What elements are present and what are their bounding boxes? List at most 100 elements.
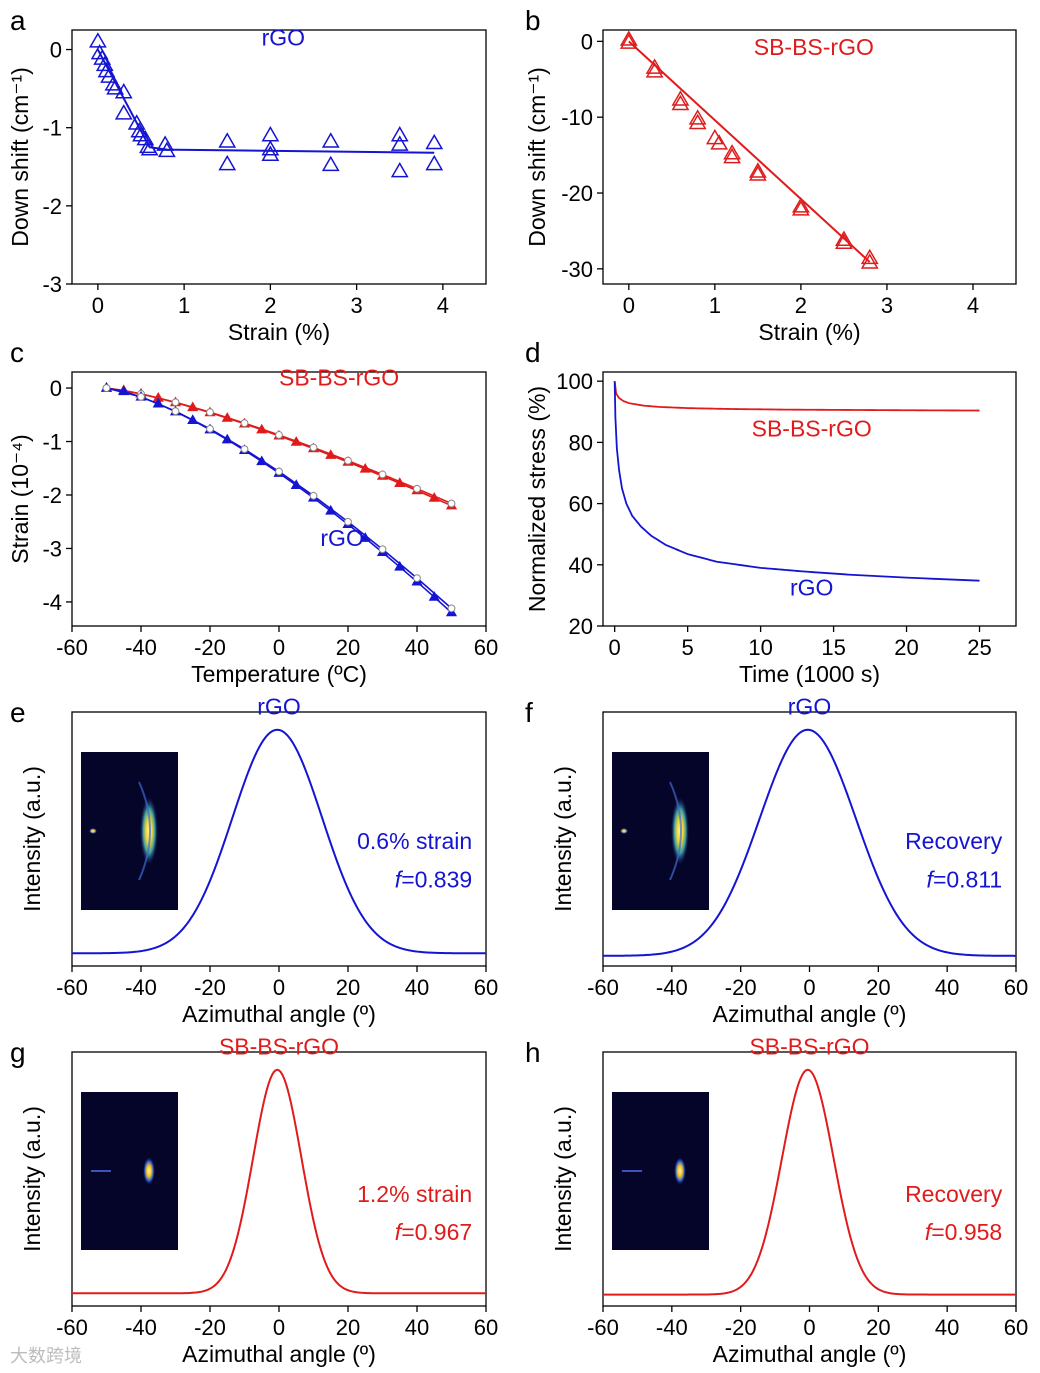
panel-letter-f: f: [525, 697, 533, 728]
y-tick-label: 40: [569, 553, 593, 578]
x-tick-label: -60: [587, 975, 619, 1000]
saxs-spot: [674, 1157, 686, 1185]
x-tick-label: 60: [474, 1315, 498, 1340]
x-tick-label: 10: [748, 635, 772, 660]
x-axis-label: Azimuthal angle (º): [713, 1001, 907, 1027]
annotation-label: Recovery: [905, 1181, 1003, 1207]
annotation-label: 0.6% strain: [357, 828, 472, 854]
data-point: [100, 67, 118, 83]
y-tick-label: -30: [561, 257, 593, 282]
y-axis-label: Intensity (a.u.): [550, 766, 576, 912]
data-point: [88, 32, 107, 48]
x-tick-label: 40: [405, 635, 429, 660]
x-tick-label: 1: [178, 293, 190, 318]
x-tick-label: 3: [881, 293, 893, 318]
x-tick-label: 60: [1004, 1315, 1028, 1340]
series-line: [603, 1068, 1016, 1296]
data-point: [860, 253, 879, 269]
data-point: [206, 424, 214, 433]
data-point: [261, 126, 280, 142]
data-point: [275, 467, 283, 476]
data-point: [261, 140, 280, 156]
x-tick-label: 0: [273, 635, 285, 660]
data-point: [114, 104, 133, 120]
annotation-label: rGO: [790, 574, 833, 600]
plot-area-g: [72, 1068, 486, 1295]
x-tick-label: -40: [656, 975, 688, 1000]
fit-line: [628, 40, 871, 263]
data-point: [102, 384, 111, 392]
y-tick-label: 80: [569, 430, 593, 455]
data-point: [723, 144, 741, 160]
axes-frame-b: [602, 29, 1017, 285]
x-tick-label: 40: [935, 1315, 959, 1340]
annotation-label: f=0.967: [395, 1219, 472, 1245]
series-line: [603, 728, 1016, 957]
plot-area-e: [72, 728, 486, 955]
data-point: [156, 135, 175, 151]
panel-g: g -60 -40 -20 0 20 40 60 Azimuthal angle (º) Inte…: [10, 1034, 498, 1367]
x-tick-label: 20: [336, 635, 360, 660]
data-point: [835, 230, 853, 246]
y-tick-label: -3: [42, 272, 62, 297]
data-point: [95, 55, 114, 72]
y-axis-label: Intensity (a.u.): [19, 766, 45, 912]
x-tick-label: -20: [194, 1315, 226, 1340]
data-point: [132, 126, 150, 142]
y-axis-label: Normalized stress (%): [524, 386, 550, 612]
x-axis-label: Strain (%): [758, 319, 860, 345]
data-point: [710, 134, 729, 150]
x-axis-label: Azimuthal angle (º): [182, 1001, 376, 1027]
data-point: [140, 140, 159, 156]
data-point: [645, 58, 664, 74]
beam-stop-spot: [89, 828, 97, 834]
y-tick-label: -2: [42, 483, 62, 508]
data-point: [309, 491, 318, 500]
panel-d: d 0 5 10 15 20 25 20 40 60 80 100 Time (1000 s) Norma…: [524, 337, 1017, 687]
x-tick-label: 4: [967, 293, 979, 318]
series-line: [613, 381, 980, 412]
annotation-label: 1.2% strain: [357, 1181, 472, 1207]
data-point: [171, 407, 180, 416]
x-tick-label: -40: [125, 1315, 157, 1340]
plot-area-f: [603, 728, 1016, 957]
data-point: [723, 147, 741, 164]
x-tick-label: 0: [92, 293, 104, 318]
y-tick-label: 0: [581, 29, 593, 54]
x-tick-label: 20: [866, 975, 890, 1000]
panel-letter-a: a: [10, 5, 26, 36]
x-tick-label: 40: [405, 975, 429, 1000]
data-point: [157, 141, 176, 158]
data-point: [240, 419, 249, 428]
panel-e: e -60 -40 -20 0 20 40 60 Azimuthal angle (º) Inte…: [10, 694, 498, 1027]
y-tick-label: -1: [42, 430, 62, 455]
y-tick-label: -4: [42, 590, 62, 615]
axes-frame-d: [602, 371, 1017, 627]
x-tick-label: 15: [821, 635, 845, 660]
data-point: [671, 90, 690, 106]
annotation-label: SB-BS-rGO: [219, 1034, 339, 1060]
data-point: [93, 49, 112, 65]
y-tick-label: 100: [556, 369, 593, 394]
data-point: [425, 133, 444, 150]
data-point: [240, 445, 249, 454]
data-point: [619, 30, 638, 46]
x-tick-label: -60: [56, 975, 88, 1000]
saxs-inset-background: [81, 752, 178, 910]
y-tick-label: 60: [569, 492, 593, 517]
x-tick-label: 20: [894, 635, 918, 660]
x-tick-label: 5: [682, 635, 694, 660]
data-point: [428, 591, 440, 601]
x-tick-label: 20: [866, 1315, 890, 1340]
saxs-arc-halo: [138, 781, 151, 881]
y-axis-label: Strain (10⁻⁴): [7, 434, 33, 563]
series-line: [72, 1068, 486, 1295]
annotation-label: f=0.839: [395, 866, 472, 892]
x-tick-label: 20: [336, 1315, 360, 1340]
panel-letter-c: c: [10, 337, 24, 368]
x-tick-label: -20: [194, 635, 226, 660]
annotation-label: f=0.811: [927, 866, 1003, 892]
beam-stop-spot: [620, 828, 628, 834]
data-point: [171, 398, 180, 407]
data-point: [413, 484, 421, 493]
